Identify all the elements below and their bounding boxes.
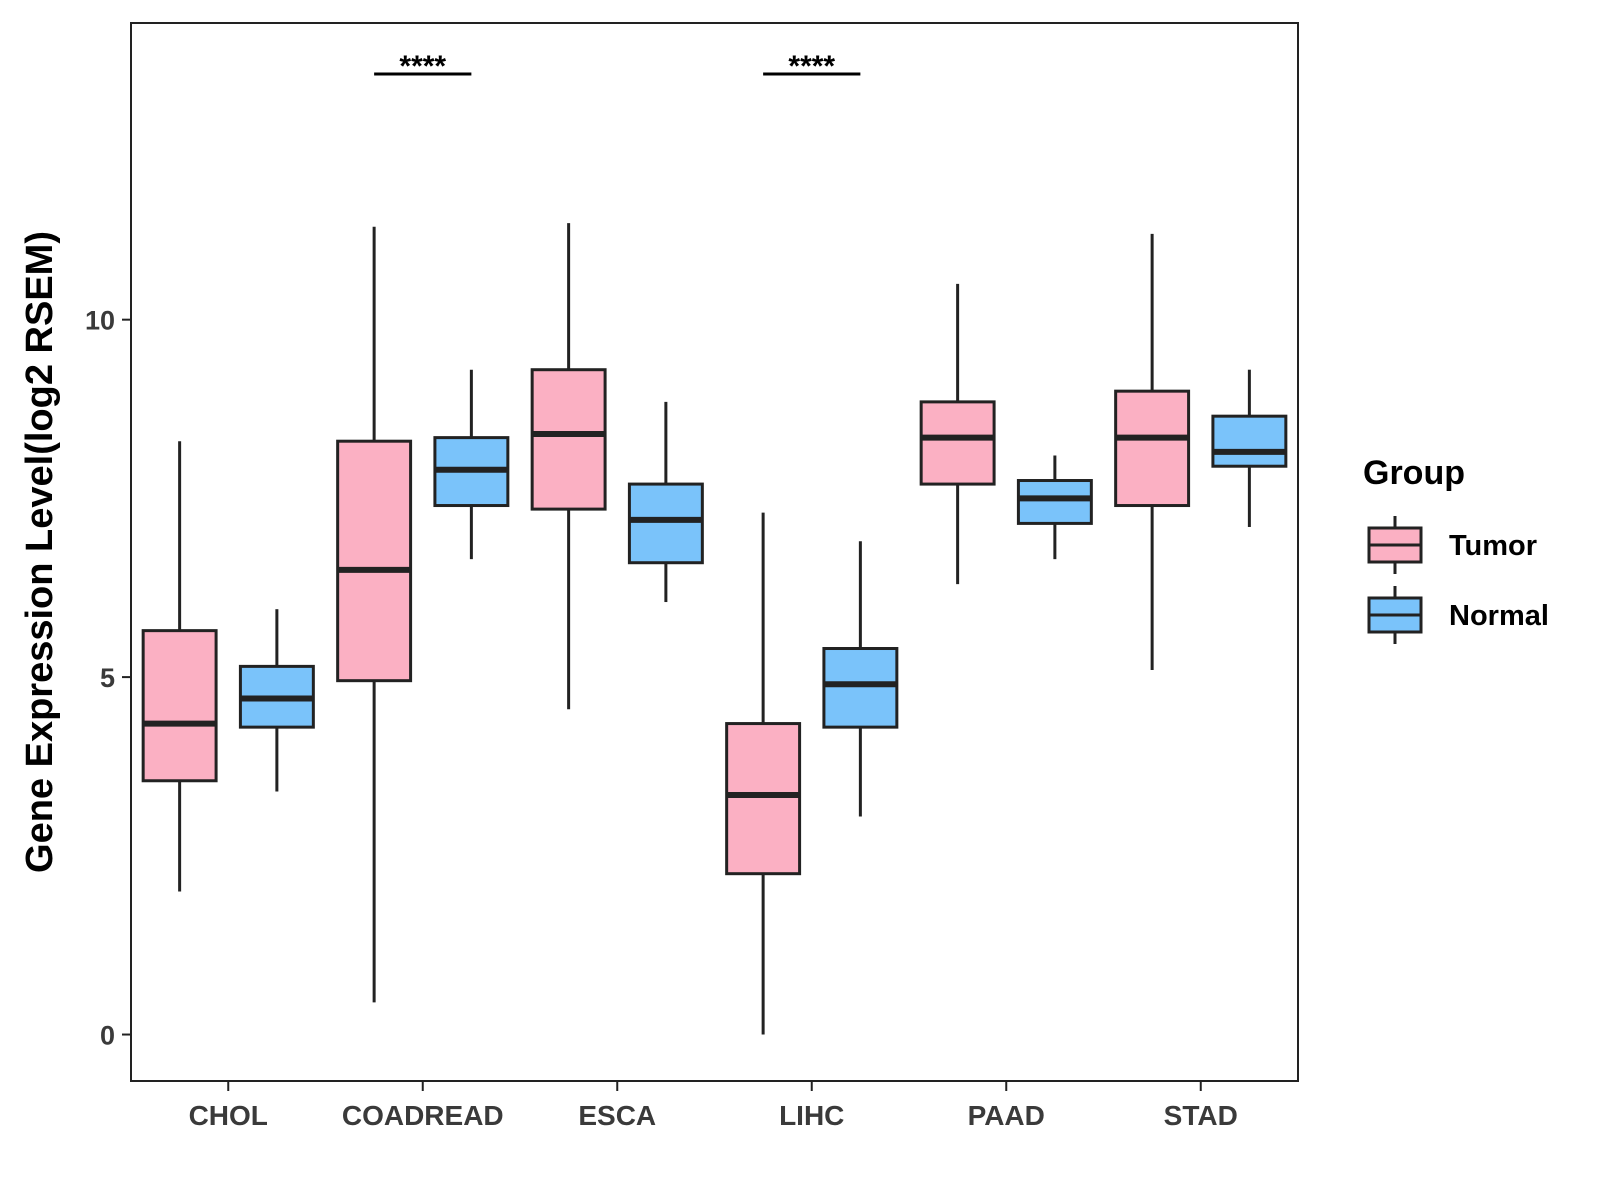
box-body [1114,389,1191,508]
legend-label-normal: Normal [1449,600,1549,632]
box-normal-stad [1211,369,1288,527]
x-tick-label: CHOL [189,1100,268,1131]
x-tick-label: ESCA [578,1100,656,1131]
x-tick-label: STAD [1164,1100,1238,1131]
box-body [336,439,413,683]
box-body [919,400,996,486]
plot-panel [130,22,1299,1082]
significance-label: **** [788,50,835,83]
box-tumor-stad [1114,233,1191,670]
box-tumor-esca [530,223,607,710]
box-tumor-chol [141,441,218,892]
box-body [822,647,899,729]
box-body [725,722,802,876]
box-body [1211,414,1288,468]
box-tumor-lihc [725,512,802,1035]
x-tick-label: PAAD [968,1100,1045,1131]
box-normal-paad [1016,455,1093,560]
y-tick-label: 5 [100,663,115,693]
plot-layer: 0 5 10 CHOL COADREAD ESCA LIHC PAAD STAD **** **** [85,50,1288,1131]
box-body [627,482,704,565]
y-tick-label: 10 [85,306,115,336]
significance-label: **** [399,50,446,83]
box-tumor-paad [919,283,996,585]
legend-label-tumor: Tumor [1449,530,1537,562]
box-normal-chol [238,609,315,792]
x-tick-label: LIHC [779,1100,844,1131]
box-body [530,368,607,511]
box-normal-lihc [822,541,899,817]
box-normal-coadread [433,369,510,560]
box-tumor-coadread [336,226,413,1003]
x-tick-label: COADREAD [342,1100,504,1131]
legend: Group Tumor Normal [1363,454,1549,644]
legend-title: Group [1363,454,1465,492]
y-tick-label: 0 [100,1021,115,1051]
box-body [1016,479,1093,525]
box-normal-esca [627,401,704,603]
box-body [141,629,218,783]
y-axis-title: Gene Expression Level(log2 RSEM) [19,231,61,873]
legend-key-normal [1367,586,1423,644]
legend-key-tumor [1367,516,1423,574]
